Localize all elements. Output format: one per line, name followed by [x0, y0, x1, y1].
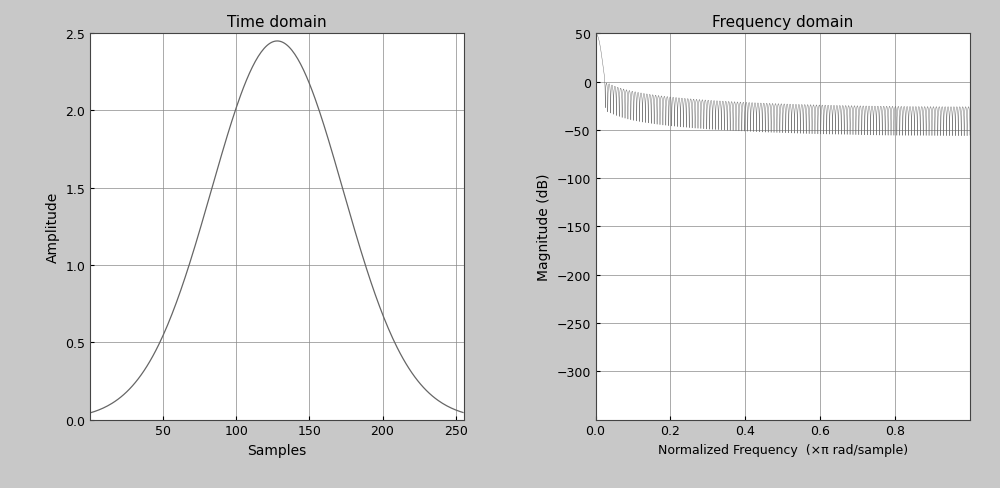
X-axis label: Samples: Samples — [248, 443, 307, 457]
Title: Time domain: Time domain — [227, 15, 327, 30]
X-axis label: Normalized Frequency  (×π rad/sample): Normalized Frequency (×π rad/sample) — [658, 443, 908, 456]
Title: Frequency domain: Frequency domain — [712, 15, 853, 30]
Y-axis label: Amplitude: Amplitude — [46, 191, 60, 263]
Y-axis label: Magnitude (dB): Magnitude (dB) — [537, 173, 551, 281]
